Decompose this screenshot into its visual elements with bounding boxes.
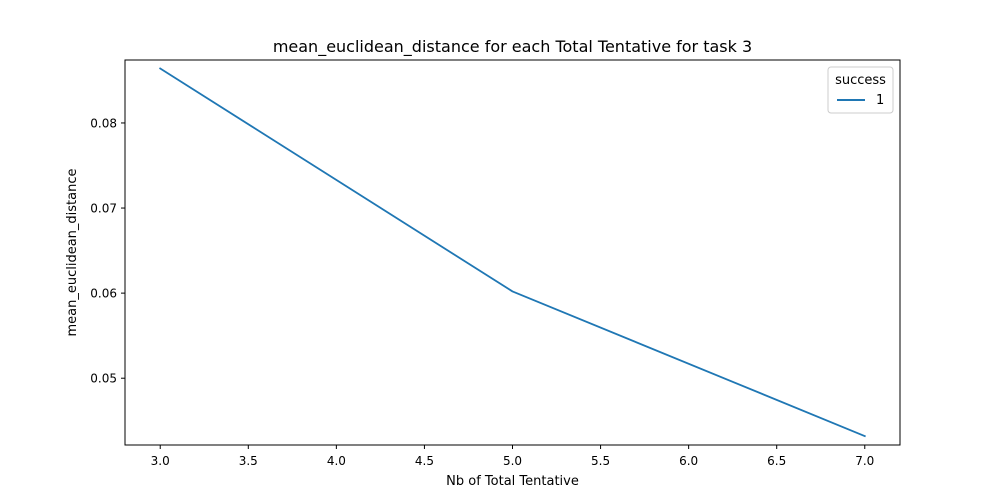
y-tick-label: 0.05	[90, 372, 117, 386]
x-tick-label: 3.0	[151, 454, 170, 468]
x-tick-label: 4.0	[327, 454, 346, 468]
x-tick-label: 6.5	[767, 454, 786, 468]
y-axis-ticks: 0.05 0.06 0.07 0.08	[90, 116, 125, 386]
x-tick-label: 6.0	[679, 454, 698, 468]
plot-area	[125, 60, 900, 445]
legend-title: success	[835, 73, 886, 88]
x-tick-label: 3.5	[239, 454, 258, 468]
x-tick-label: 5.0	[503, 454, 522, 468]
x-tick-label: 7.0	[855, 454, 874, 468]
x-axis-label: Nb of Total Tentative	[446, 474, 579, 489]
series-layer	[158, 67, 866, 438]
x-tick-label: 5.5	[591, 454, 610, 468]
legend-label-1: 1	[876, 93, 884, 108]
plot-frame	[124, 59, 901, 446]
x-axis-ticks: 3.0 3.5 4.0 4.5 5.0 5.5 6.0 6.5 7.0	[151, 445, 874, 468]
legend: success 1	[827, 66, 894, 114]
y-tick-label: 0.06	[90, 287, 117, 301]
series-line-1	[158, 67, 866, 438]
chart-title: mean_euclidean_distance for each Total T…	[273, 37, 752, 57]
y-axis-label: mean_euclidean_distance	[65, 168, 80, 336]
y-tick-label: 0.08	[90, 116, 117, 130]
x-tick-label: 4.5	[415, 454, 434, 468]
y-tick-label: 0.07	[90, 202, 117, 216]
legend-box	[827, 66, 894, 114]
